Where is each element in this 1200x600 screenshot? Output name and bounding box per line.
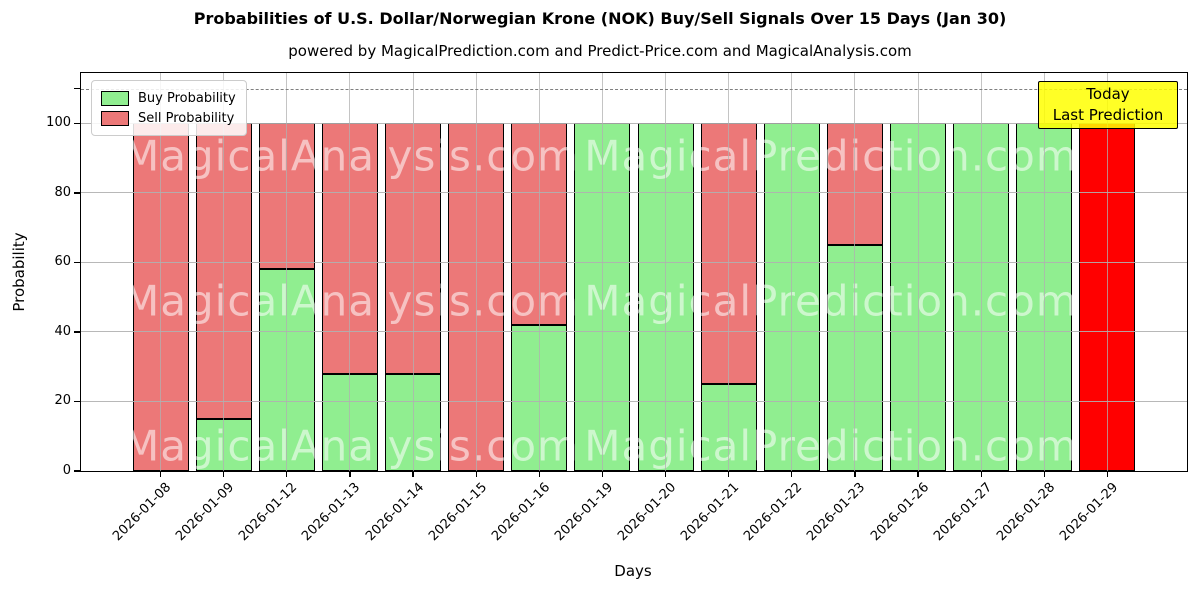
x-tick [980,471,982,477]
gridline-v [223,73,225,471]
y-tick-label: 60 [54,254,71,270]
x-tick-label: 2026-01-29 [1057,480,1122,545]
gridline-v [791,73,793,471]
y-tick [74,192,80,194]
x-tick-label: 2026-01-23 [804,480,869,545]
chart-subtitle: powered by MagicalPrediction.com and Pre… [288,42,912,60]
x-tick-label: 2026-01-20 [615,480,680,545]
today-annotation: Today Last Prediction [1038,81,1178,129]
x-tick-label: 2026-01-08 [110,480,175,545]
gridline-v [854,73,856,471]
y-tick-label: 0 [62,463,71,478]
annotation-line-1: Today [1086,85,1130,103]
x-tick-label: 2026-01-21 [678,480,743,545]
gridline-v [160,73,162,471]
x-tick-label: 2026-01-22 [741,480,806,545]
gridline-v [665,73,667,471]
y-tick-label: 100 [46,115,71,131]
y-tick [74,261,80,264]
gridline-v [601,73,603,471]
gridline-v [349,73,351,471]
y-axis-label: Probability [10,232,28,312]
x-axis-label: Days [614,562,652,580]
x-tick [349,471,351,477]
sell-probability-swatch [101,110,129,126]
legend-item-sell: Sell Probability [101,108,236,128]
x-tick [728,471,730,477]
x-tick [917,471,919,477]
x-tick-label: 2026-01-26 [867,480,932,545]
legend-label: Sell Probability [138,110,235,126]
gridline-v [917,73,919,471]
x-tick [223,471,225,477]
x-tick-label: 2026-01-15 [425,480,490,545]
x-tick-label: 2026-01-13 [299,480,364,545]
x-tick [854,471,856,477]
gridline-v [412,73,414,471]
annotation-line-2: Last Prediction [1052,106,1164,124]
legend-label: Buy Probability [138,90,236,106]
x-tick [475,471,477,477]
x-tick [1106,471,1109,477]
watermark-text: MagicalAnalysis.com [123,131,579,181]
chart-title: Probabilities of U.S. Dollar/Norwegian K… [193,9,1007,28]
buy-probability-swatch [101,90,129,106]
y-tick [74,400,80,403]
watermark-text: MagicalAnalysis.com [123,421,579,471]
y-tick [74,470,80,472]
dashed-threshold-line [81,88,1187,90]
x-tick-label: 2026-01-09 [173,480,238,545]
watermark-text: MagicalAnalysis.com [123,276,579,326]
y-tick [74,87,80,90]
x-tick [601,471,604,477]
gridline-h [81,400,1187,402]
legend-item-buy: Buy Probability [101,88,236,108]
y-tick-label: 80 [54,184,71,200]
watermark-text: MagicalPrediction.com [584,276,1078,326]
watermark-text: MagicalPrediction.com [584,421,1078,471]
x-tick [664,471,667,477]
x-tick [1043,471,1045,477]
gridline-h [81,261,1187,263]
y-tick [74,331,80,333]
x-tick [286,471,288,477]
gridline-v [1106,73,1108,471]
gridline-h [81,122,1187,124]
x-tick-label: 2026-01-16 [488,480,553,545]
y-tick [74,122,80,125]
x-tick [538,471,540,477]
x-tick [159,471,162,477]
gridline-v [286,73,288,471]
x-tick-label: 2026-01-19 [552,480,617,545]
legend: Buy Probability Sell Probability [91,80,247,136]
x-tick-label: 2026-01-12 [236,480,301,545]
gridline-v [538,73,540,471]
x-tick-label: 2026-01-14 [362,480,427,545]
gridline-v [1043,73,1045,471]
y-tick-label: 20 [54,393,71,409]
gridline-h [81,331,1187,333]
gridline-v [475,73,477,471]
gridline-h [81,192,1187,194]
x-tick-label: 2026-01-27 [930,480,995,545]
gridline-v [980,73,982,471]
plot-area: Buy Probability Sell Probability Today L… [46,72,1188,544]
x-tick-label: 2026-01-28 [993,480,1058,545]
gridline-v [728,73,730,471]
watermark-text: MagicalPrediction.com [584,131,1078,181]
y-tick-label: 40 [54,323,71,339]
x-tick [412,471,414,477]
x-tick [791,471,793,477]
